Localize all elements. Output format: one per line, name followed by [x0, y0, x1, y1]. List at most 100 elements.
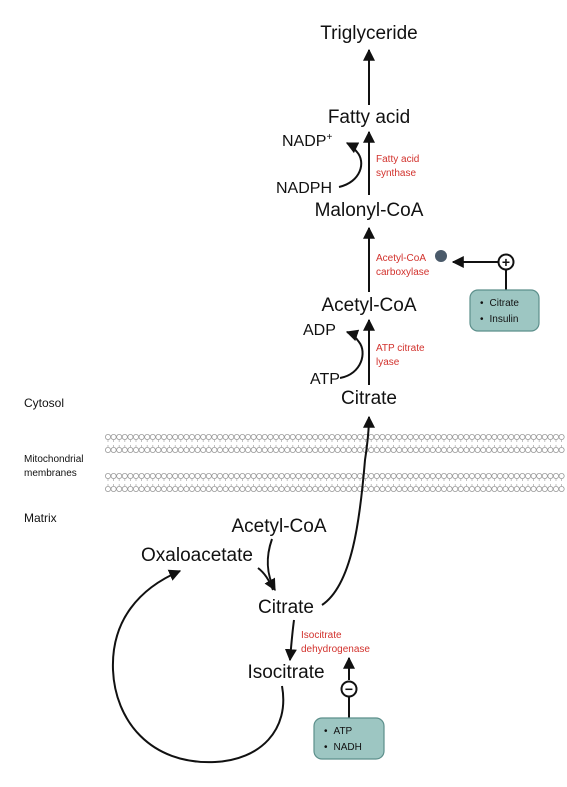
lipid-head — [384, 472, 391, 479]
plus-sign-icon — [497, 253, 515, 271]
lipid-head — [317, 485, 324, 492]
lipid-head — [536, 433, 543, 440]
lipid-head — [155, 485, 162, 492]
lipid-head — [272, 446, 279, 453]
lipid-head — [457, 472, 464, 479]
lipid-head — [558, 472, 565, 479]
lipid-head — [401, 433, 408, 440]
lipid-head — [295, 485, 302, 492]
lipid-head — [446, 485, 453, 492]
lipid-head — [418, 472, 425, 479]
lipid-head — [138, 472, 145, 479]
lipid-head — [519, 446, 526, 453]
lipid-head — [446, 472, 453, 479]
lipid-head — [160, 433, 167, 440]
membranes-label-line1: Mitochondrial — [24, 454, 83, 465]
lipid-head — [149, 433, 156, 440]
cytosol-label: Cytosol — [24, 396, 64, 410]
lipid-head — [239, 446, 246, 453]
lipid-head — [205, 446, 212, 453]
lipid-head — [160, 446, 167, 453]
lipid-head — [446, 433, 453, 440]
lipid-head — [452, 446, 459, 453]
lipid-head — [485, 446, 492, 453]
lipid-head — [351, 485, 358, 492]
lipid-head — [334, 446, 341, 453]
lipid-head — [155, 433, 162, 440]
lipid-head — [351, 472, 358, 479]
lipid-head — [306, 485, 313, 492]
lipid-head — [211, 433, 218, 440]
citrate-matrix-label: Citrate — [258, 597, 314, 618]
lipid-head — [300, 472, 307, 479]
lipid-head — [547, 446, 554, 453]
lipid-head — [144, 472, 151, 479]
fatty-acid-synthase-label-line1: Fatty acid — [376, 154, 419, 165]
lipid-head — [239, 433, 246, 440]
lipid-head — [132, 446, 139, 453]
lipid-head — [278, 472, 285, 479]
lipid-head — [463, 446, 470, 453]
lipid-head — [261, 433, 268, 440]
lipid-head — [312, 472, 319, 479]
lipid-head — [334, 485, 341, 492]
lipid-head — [267, 472, 274, 479]
lipid-head — [116, 485, 123, 492]
lipid-head — [480, 485, 487, 492]
lipid-head — [105, 433, 112, 440]
lipid-head — [110, 433, 117, 440]
lipid-head — [306, 472, 313, 479]
lipid-head — [429, 446, 436, 453]
lipid-head — [530, 433, 537, 440]
lipid-head — [183, 446, 190, 453]
lipid-head — [233, 433, 240, 440]
lipid-head — [200, 472, 207, 479]
lipid-head — [289, 433, 296, 440]
lipid-head — [345, 433, 352, 440]
nadp-plus-label: NADP+ — [282, 132, 332, 150]
lipid-head — [536, 472, 543, 479]
lipid-head — [541, 472, 548, 479]
lipid-head — [452, 472, 459, 479]
lipid-head — [457, 446, 464, 453]
lipid-head — [284, 485, 291, 492]
lipid-head — [200, 485, 207, 492]
lipid-head — [519, 485, 526, 492]
lipid-head — [502, 472, 509, 479]
lipid-head — [177, 485, 184, 492]
lipid-head — [525, 472, 532, 479]
nadph-to-nadp-cofactor-arrow — [338, 142, 363, 188]
oxaloacetate-label: Oxaloacetate — [141, 545, 253, 566]
lipid-head — [429, 433, 436, 440]
lipid-head — [340, 446, 347, 453]
lipid-head — [177, 433, 184, 440]
lipid-head — [239, 485, 246, 492]
lipid-head — [457, 433, 464, 440]
lipid-head — [446, 446, 453, 453]
lipid-head — [272, 472, 279, 479]
lipid-head — [384, 485, 391, 492]
lipid-head — [216, 433, 223, 440]
minus-sign-icon — [340, 680, 358, 698]
lipid-head — [396, 433, 403, 440]
lipid-head — [390, 472, 397, 479]
lipid-head — [138, 485, 145, 492]
lipid-head — [418, 485, 425, 492]
lipid-head — [328, 472, 335, 479]
lipid-head — [110, 485, 117, 492]
lipid-head — [132, 485, 139, 492]
lipid-head — [172, 433, 179, 440]
phosphate-dot-icon — [435, 250, 447, 262]
lipid-head — [138, 433, 145, 440]
lipid-head — [525, 446, 532, 453]
lipid-head — [300, 485, 307, 492]
lipid-head — [340, 485, 347, 492]
lipid-head — [334, 433, 341, 440]
lipid-head — [396, 472, 403, 479]
lipid-head — [188, 446, 195, 453]
lipid-head — [284, 446, 291, 453]
lipid-head — [272, 485, 279, 492]
lipid-head — [485, 433, 492, 440]
lipid-head — [508, 433, 515, 440]
lipid-head — [435, 433, 442, 440]
